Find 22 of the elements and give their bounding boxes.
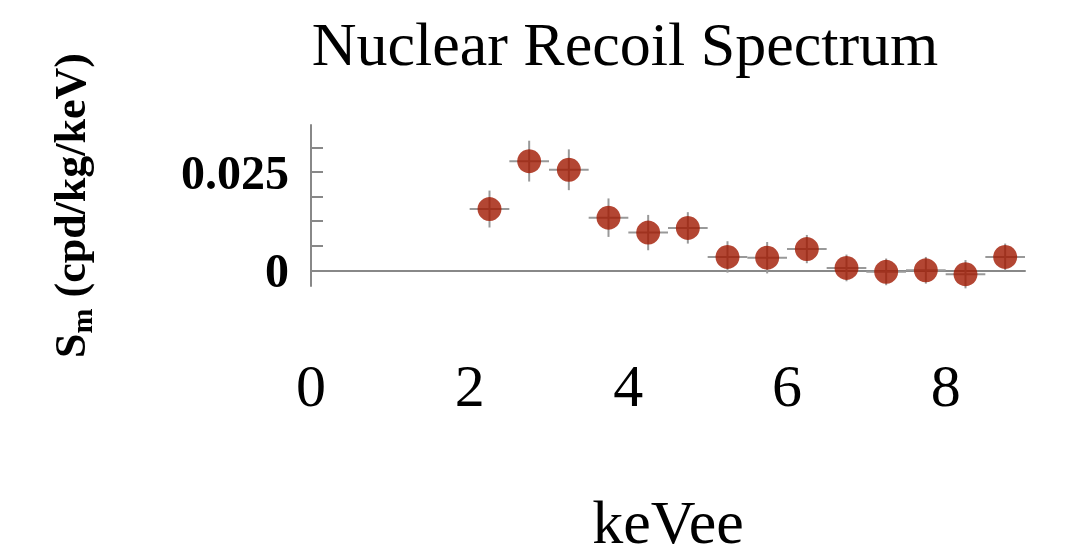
- x-axis-title: keVee: [592, 488, 744, 554]
- point: [874, 259, 899, 284]
- x-tick-label: 4: [613, 353, 644, 419]
- point: [715, 244, 740, 269]
- point: [913, 258, 938, 283]
- point: [993, 244, 1018, 269]
- point: [477, 197, 502, 222]
- x-tick-label: 2: [454, 353, 485, 419]
- point: [517, 149, 542, 174]
- y-tick-label: 0.025: [181, 145, 289, 199]
- point: [556, 157, 581, 182]
- point: [953, 262, 978, 287]
- point: [675, 215, 700, 240]
- chart-title: Nuclear Recoil Spectrum: [311, 10, 939, 78]
- y-axis-title: Sm (cpd/kg/keV): [45, 53, 98, 358]
- point: [596, 205, 621, 230]
- point: [636, 220, 661, 245]
- point: [834, 255, 859, 280]
- x-tick-label: 6: [772, 353, 802, 419]
- point: [755, 245, 780, 270]
- point: [794, 237, 819, 262]
- x-tick-label: 8: [930, 353, 961, 419]
